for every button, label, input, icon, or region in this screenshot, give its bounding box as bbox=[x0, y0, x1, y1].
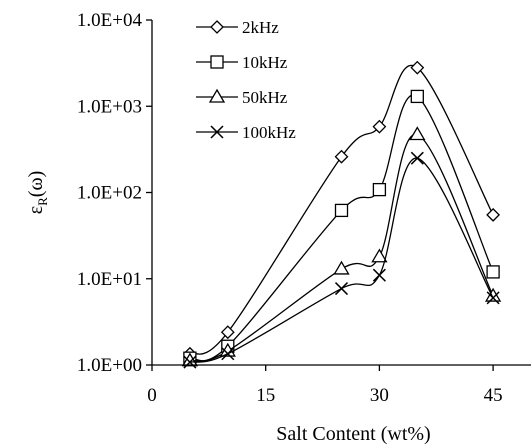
legend-label-100kHz: 100kHz bbox=[242, 123, 296, 142]
data-point-100kHz bbox=[221, 347, 235, 361]
series-line-100kHz bbox=[189, 157, 494, 363]
data-point-2kHz bbox=[410, 60, 425, 75]
data-point-2kHz bbox=[372, 119, 387, 134]
data-point-100kHz bbox=[372, 268, 386, 282]
y-axis-title-argument: (ω) bbox=[25, 171, 47, 197]
legend-label-2kHz: 2kHz bbox=[242, 18, 279, 37]
data-point-2kHz bbox=[486, 207, 501, 222]
x-tick-label: 45 bbox=[484, 385, 503, 406]
data-point-10kHz bbox=[486, 265, 500, 279]
data-point-50kHz bbox=[484, 287, 502, 302]
legend-label-10kHz: 10kHz bbox=[242, 53, 288, 72]
series-layer bbox=[181, 60, 502, 369]
data-point-2kHz bbox=[334, 149, 349, 164]
y-axis-title-symbol: ε bbox=[25, 206, 47, 214]
y-tick-label: 1.0E+00 bbox=[77, 355, 142, 376]
x-tick-label: 0 bbox=[147, 385, 157, 406]
data-point-50kHz bbox=[333, 260, 350, 275]
data-point-10kHz bbox=[334, 203, 349, 218]
x-tick-label: 15 bbox=[256, 385, 275, 406]
x-tick-label: 30 bbox=[370, 385, 389, 406]
legend-marker-10kHz bbox=[210, 55, 224, 69]
y-tick-label: 1.0E+03 bbox=[77, 96, 142, 117]
legend: 2kHz 10kHz 50kHz 100kHz bbox=[196, 18, 296, 142]
data-point-50kHz bbox=[409, 126, 426, 141]
data-point-2kHz bbox=[220, 325, 235, 340]
y-axis-title-subscript: R bbox=[35, 197, 50, 206]
data-point-10kHz bbox=[372, 182, 387, 197]
legend-marker-50kHz bbox=[208, 88, 226, 103]
data-point-50kHz bbox=[181, 352, 199, 367]
data-point-100kHz bbox=[183, 355, 197, 369]
data-point-100kHz bbox=[334, 282, 349, 296]
x-axis-title: Salt Content (wt%) bbox=[276, 423, 430, 445]
legend-marker-2kHz bbox=[210, 20, 224, 34]
data-point-50kHz bbox=[371, 248, 388, 263]
y-axis-title: εR(ω) bbox=[25, 171, 50, 215]
y-tick-label: 1.0E+02 bbox=[77, 183, 142, 204]
axes: 1.0E+00 1.0E+01 1.0E+02 1.0E+03 1.0E+04 0 15 30… bbox=[25, 10, 531, 445]
y-tick-label: 1.0E+04 bbox=[77, 10, 143, 31]
data-point-10kHz bbox=[410, 89, 424, 104]
data-point-100kHz bbox=[410, 151, 424, 165]
y-tick-label: 1.0E+01 bbox=[77, 269, 142, 290]
series-line-50kHz bbox=[189, 133, 494, 362]
legend-marker-100kHz bbox=[210, 125, 224, 139]
data-point-100kHz bbox=[486, 291, 500, 305]
legend-label-50kHz: 50kHz bbox=[242, 88, 288, 107]
